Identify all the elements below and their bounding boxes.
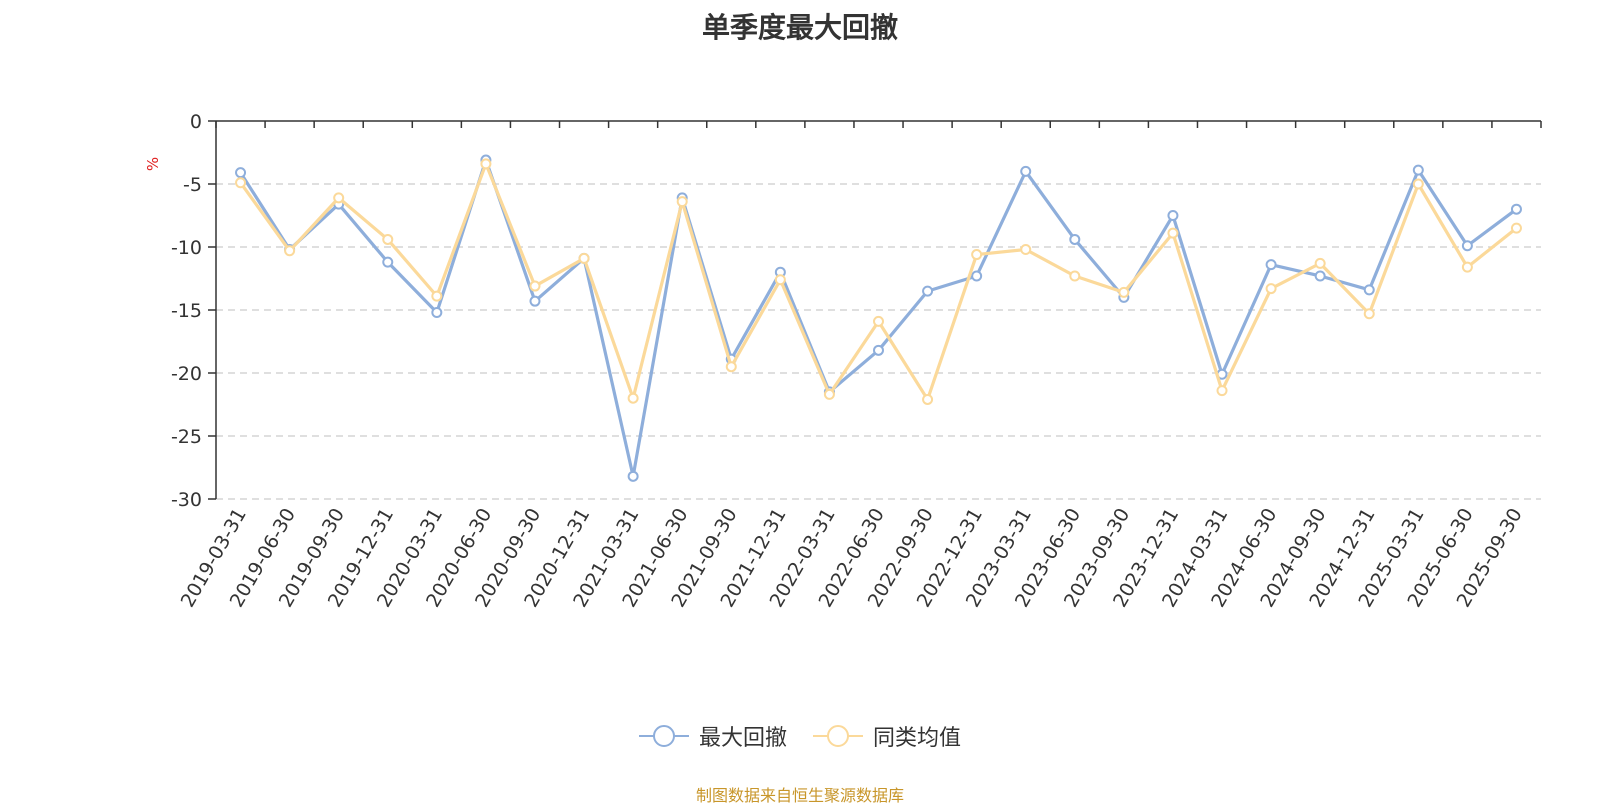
data-point[interactable] [1314, 270, 1326, 282]
data-point[interactable] [676, 196, 688, 208]
legend-marker-icon [638, 725, 689, 747]
data-point[interactable] [1314, 257, 1326, 269]
data-point[interactable] [1461, 261, 1473, 273]
data-point[interactable] [873, 315, 884, 327]
data-point[interactable] [971, 249, 983, 261]
y-tick-labels: 0 -5 -10 -15 -20 -25 -30 [171, 111, 202, 511]
data-point[interactable] [235, 167, 247, 179]
data-point[interactable] [382, 233, 394, 245]
data-point[interactable] [922, 393, 934, 405]
chart-title: 单季度最大回撤 [701, 11, 898, 44]
data-point[interactable] [1265, 283, 1277, 295]
data-point[interactable] [1412, 164, 1424, 176]
axes [208, 120, 1542, 500]
data-point[interactable] [529, 295, 541, 307]
data-point[interactable] [1461, 240, 1473, 252]
data-point[interactable] [725, 361, 737, 373]
data-point[interactable] [1265, 259, 1277, 271]
grid-lines [216, 183, 1541, 500]
data-point[interactable] [284, 245, 296, 257]
data-point[interactable] [873, 344, 884, 356]
data-point[interactable] [235, 177, 247, 189]
data-point[interactable] [1118, 286, 1130, 298]
legend-item-peer-average[interactable]: 同类均值 [813, 720, 961, 752]
data-point[interactable] [1020, 165, 1032, 177]
y-tick-label: -20 [171, 363, 202, 385]
y-tick-label: -15 [171, 300, 202, 322]
legend-item-max-drawdown[interactable]: 最大回撤 [638, 720, 787, 752]
y-tick-label: 0 [190, 111, 202, 133]
data-point[interactable] [1363, 284, 1375, 296]
legend-marker-icon [813, 725, 863, 747]
data-point[interactable] [1510, 222, 1522, 234]
data-point[interactable] [578, 252, 590, 264]
series-line [239, 162, 1518, 402]
data-point[interactable] [1363, 308, 1375, 320]
data-point[interactable] [382, 256, 394, 268]
data-point[interactable] [627, 392, 639, 404]
source-note: 制图数据来自恒生聚源数据库 [695, 786, 904, 805]
data-point[interactable] [922, 285, 934, 297]
y-tick-label: -30 [171, 489, 202, 511]
legend-label: 最大回撤 [698, 726, 787, 751]
legend: 最大回撤 同类均值 [0, 720, 1600, 752]
legend-label: 同类均值 [873, 726, 962, 751]
data-point[interactable] [1167, 210, 1179, 221]
y-tick-label: -5 [183, 174, 202, 196]
data-point[interactable] [333, 192, 345, 204]
data-point[interactable] [1510, 203, 1522, 215]
data-point[interactable] [1216, 385, 1228, 397]
data-point[interactable] [627, 470, 639, 482]
series-1 [235, 158, 1522, 405]
data-point[interactable] [1069, 270, 1081, 282]
series-lines [235, 154, 1522, 482]
x-tick-labels: 2019-03-312019-06-302019-09-302019-12-31… [177, 505, 1527, 612]
data-point[interactable] [1020, 244, 1032, 256]
data-point[interactable] [480, 158, 492, 170]
data-point[interactable] [1167, 227, 1179, 239]
line-chart: % 0 -5 -10 -15 -20 -25 -30 2019-03-312019-06-3… [144, 111, 1542, 612]
data-point[interactable] [774, 274, 786, 286]
data-point[interactable] [1412, 178, 1424, 190]
data-point[interactable] [823, 388, 835, 400]
data-point[interactable] [431, 307, 443, 319]
y-tick-label: -10 [171, 237, 202, 259]
data-point[interactable] [1069, 233, 1081, 245]
data-point[interactable] [971, 270, 983, 282]
data-point[interactable] [529, 280, 541, 292]
y-tick-label: -25 [171, 426, 202, 448]
y-unit-label: % [144, 157, 162, 171]
data-point[interactable] [431, 290, 443, 302]
